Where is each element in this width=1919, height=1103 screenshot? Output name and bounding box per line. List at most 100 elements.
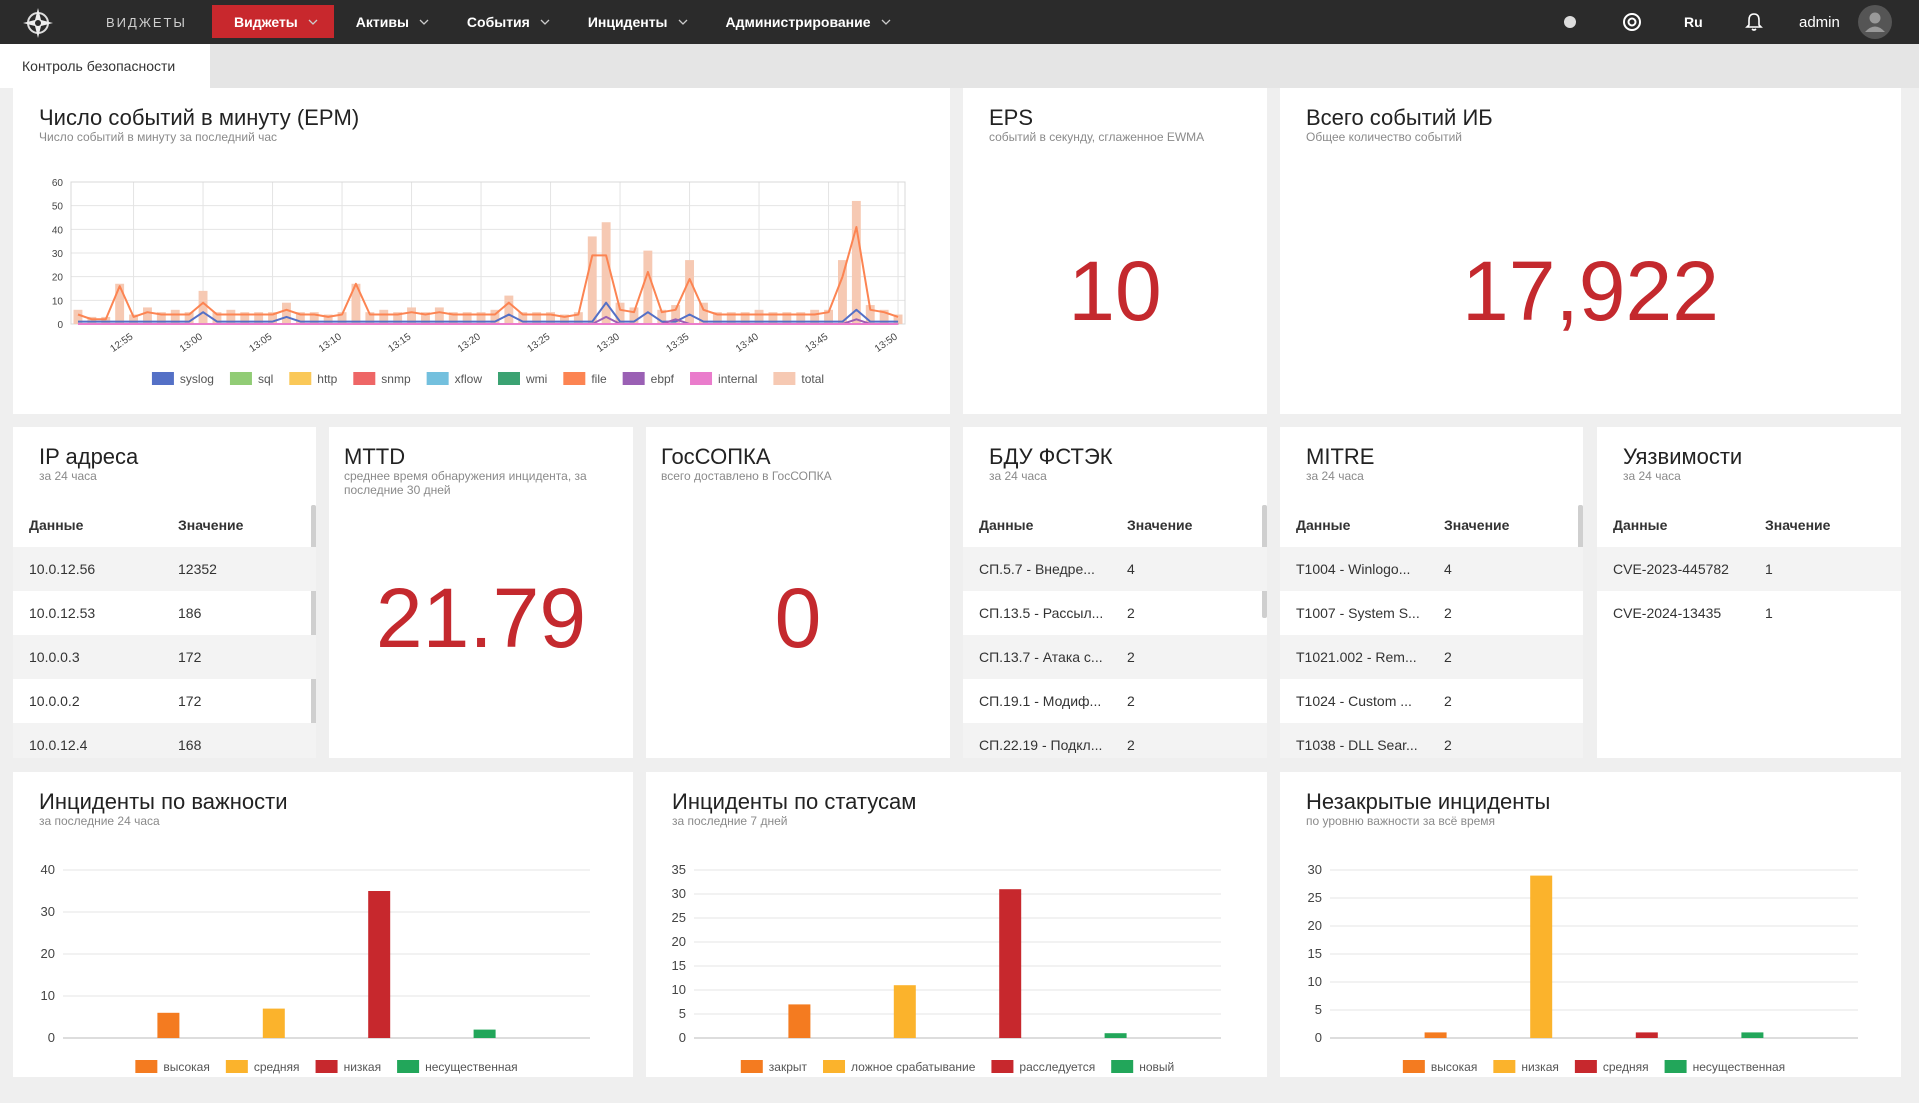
table-row[interactable]: CVE-2023-445782 1 (1597, 547, 1901, 591)
table-row[interactable]: 10.0.12.56 12352 (13, 547, 316, 591)
bar (671, 305, 681, 324)
bar (643, 250, 653, 324)
y-tick-label: 0 (679, 1030, 686, 1045)
legend-label: ложное срабатывание (851, 1060, 976, 1074)
table-row[interactable]: СП.22.19 - Подкл... 2 (963, 723, 1267, 758)
bar (740, 312, 750, 324)
legend-swatch (289, 372, 312, 385)
legend-label: закрыт (769, 1060, 808, 1074)
logo[interactable] (22, 7, 54, 39)
tab[interactable]: Контроль безопасности (0, 44, 210, 88)
column-header: Значение (1765, 517, 1831, 533)
bar-chart: 0 10 20 30 40 высокая средняя низкая несуществен… (41, 862, 590, 1074)
table-row[interactable]: T1007 - System S... 2 (1280, 591, 1583, 635)
table-row[interactable]: СП.5.7 - Внедре... 4 (963, 547, 1267, 591)
legend-swatch (823, 1060, 846, 1073)
table-row[interactable]: T1021.002 - Rem... 2 (1280, 635, 1583, 679)
bell-icon[interactable] (1745, 12, 1763, 32)
table-row[interactable]: 10.0.0.2 172 (13, 679, 316, 723)
legend-swatch (773, 372, 796, 385)
bar (768, 312, 778, 324)
x-tick-label: 13:15 (386, 331, 413, 355)
table-row[interactable]: СП.13.7 - Атака с... 2 (963, 635, 1267, 679)
legend-swatch (353, 372, 376, 385)
language[interactable]: Ru (1684, 14, 1703, 30)
bar (198, 290, 208, 324)
series-line (77, 226, 899, 321)
widget-title: БДУ ФСТЭК (989, 444, 1113, 469)
menu-item[interactable]: Инциденты (566, 5, 704, 38)
table-cell: 1 (1765, 605, 1773, 621)
scrollbar[interactable] (311, 505, 316, 747)
chart-panel: Незакрытые инциденты по уровню важности … (1280, 772, 1901, 1077)
widget-subtitle: Общее количество событий (1306, 130, 1463, 144)
table-row[interactable]: T1038 - DLL Sear... 2 (1280, 723, 1583, 758)
table-row[interactable]: 10.0.12.4 168 (13, 723, 316, 758)
bar (1424, 1032, 1447, 1038)
legend-swatch (740, 1060, 763, 1073)
bar (337, 312, 347, 324)
y-tick-label: 5 (679, 1006, 686, 1021)
bar (434, 307, 444, 324)
y-tick-label: 30 (52, 249, 64, 260)
legend-label: syslog (180, 372, 214, 386)
table-row[interactable]: 10.0.12.53 186 (13, 591, 316, 635)
y-tick-label: 25 (672, 910, 686, 925)
bar (212, 312, 222, 324)
bar (893, 314, 903, 324)
legend-swatch (315, 1060, 338, 1073)
bar (240, 312, 250, 324)
menu-item[interactable]: Активы (334, 5, 445, 38)
widget-subtitle: за 24 часа (1306, 469, 1364, 483)
help-icon[interactable] (1622, 12, 1642, 32)
table-cell: 2 (1127, 605, 1135, 621)
bar (699, 302, 708, 324)
table-row[interactable]: СП.19.1 - Модиф... 2 (963, 679, 1267, 723)
table-cell: 4 (1444, 561, 1452, 577)
menu-item[interactable]: Администрирование (704, 5, 907, 38)
table-cell: T1004 - Winlogo... (1296, 561, 1411, 577)
bar (518, 312, 528, 324)
table-cell: СП.13.5 - Рассыл... (979, 605, 1104, 621)
legend-label: internal (718, 372, 757, 386)
chevron (308, 19, 318, 25)
table-cell: 4 (1127, 561, 1135, 577)
table-cell: 2 (1444, 693, 1452, 709)
widget-title: EPS (989, 105, 1034, 130)
widget-subtitle: за 24 часа (989, 469, 1047, 483)
user-name[interactable]: admin (1799, 14, 1840, 31)
table-row[interactable]: 10.0.0.3 172 (13, 635, 316, 679)
legend-label: http (317, 372, 337, 386)
legend-label: xflow (455, 372, 483, 386)
legend-label: расследуется (1019, 1060, 1095, 1074)
bar (754, 309, 764, 324)
epm-panel: Число событий в минуту (EPM) Число событ… (13, 88, 950, 414)
bar (726, 312, 736, 324)
widget-subtitle: за последние 7 дней (672, 814, 788, 828)
column-header: Данные (979, 517, 1034, 533)
widget-title: Число событий в минуту (EPM) (39, 105, 360, 130)
table-row[interactable]: CVE-2024-13435 1 (1597, 591, 1901, 635)
table-panel: Уязвимости за 24 часа Данные Значение CVE-20… (1597, 427, 1901, 758)
epm-chart: 0 10 20 30 40 50 60 12:55 13:00 13:05 13:10 13:15 13… (52, 178, 906, 386)
table-cell: СП.19.1 - Модиф... (979, 693, 1102, 709)
table-cell: T1007 - System S... (1296, 605, 1420, 621)
menu-item[interactable]: События (445, 5, 566, 38)
legend: syslog sql http snmp xflow wmi file ebpf interna… (151, 372, 824, 386)
widget-title: MITRE (1306, 444, 1375, 469)
y-tick-label: 10 (41, 988, 55, 1003)
menu-item[interactable]: Виджеты (212, 5, 334, 38)
legend-label: несущественная (1693, 1060, 1786, 1074)
widget-subtitle: за 24 часа (39, 469, 97, 483)
widget-subtitle: среднее время обнаружения инцидента, за … (344, 469, 587, 497)
widget-subtitle: по уровню важности за всё время (1306, 814, 1496, 828)
table-row[interactable]: СП.13.5 - Рассыл... 2 (963, 591, 1267, 635)
bar (393, 312, 403, 324)
widget-subtitle: событий в секунду, сглаженное EWMA (989, 130, 1205, 144)
table-row[interactable]: T1024 - Custom ... 2 (1280, 679, 1583, 723)
bar (601, 222, 611, 324)
avatar[interactable] (1858, 5, 1892, 39)
table-row[interactable]: T1004 - Winlogo... 4 (1280, 547, 1583, 591)
scrollbar[interactable] (1578, 505, 1583, 565)
status-dot[interactable] (1563, 15, 1577, 29)
